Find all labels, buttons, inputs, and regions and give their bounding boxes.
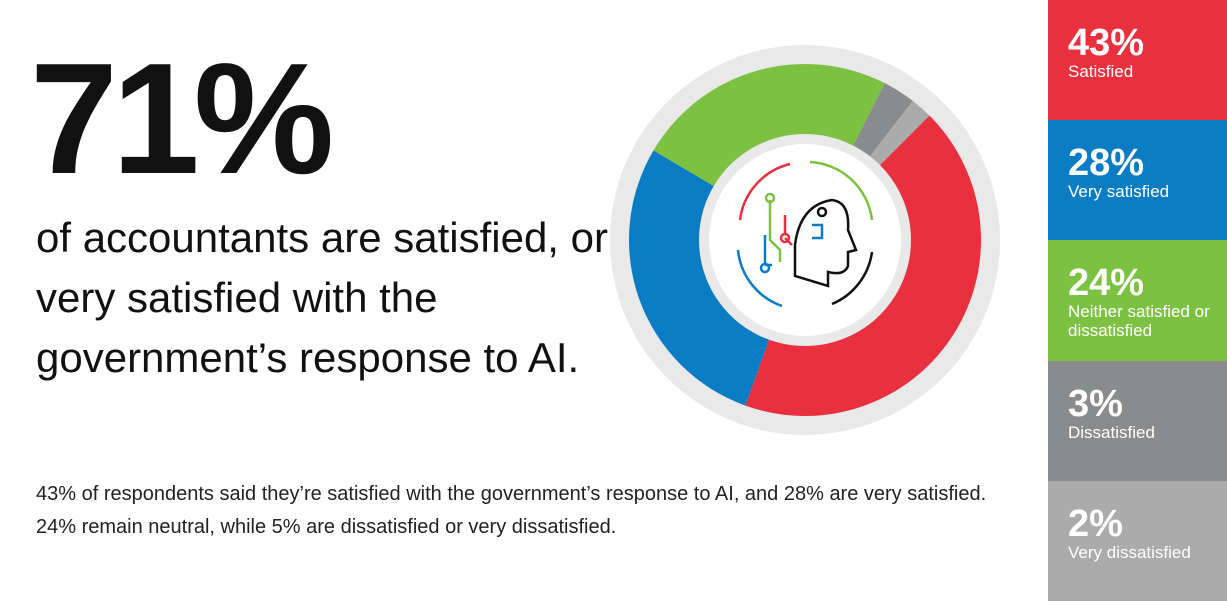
segment [866,100,930,170]
segment [653,64,885,190]
legend-label: Neither satisfied or dissatisfied [1068,302,1210,341]
segment [850,83,913,161]
legend-item: 24% Neither satisfied or dissatisfied [1048,240,1227,361]
donut-chart [610,45,1000,435]
legend-label: Dissatisfied [1068,422,1155,442]
legend-item: 2% Very dissatisfied [1048,480,1227,601]
legend-item: 3% Dissatisfied [1048,360,1227,481]
legend-item: 43% Satisfied [1048,0,1227,121]
ai-icon [736,160,874,308]
legend-label: Very dissatisfied [1068,542,1191,562]
value-label: 2% [1068,502,1123,545]
legend-label: Very satisfied [1068,182,1170,202]
value-label: 24% [1068,262,1145,305]
segment [629,150,772,406]
value-label: 28% [1068,142,1145,185]
legend-item: 28% Very satisfied [1048,120,1227,241]
subheading: of accountants are satisfied, or very sa… [36,214,608,381]
body-text: 43% of respondents said they’re satisfie… [36,483,987,538]
legend: 43% Satisfied 28% Very satisfied 24% Neither … [1048,0,1227,601]
value-label: 43% [1068,22,1145,64]
headline: 71% [30,31,334,207]
legend-label: Satisfied [1068,62,1134,81]
value-label: 3% [1068,382,1123,425]
center [709,144,901,336]
